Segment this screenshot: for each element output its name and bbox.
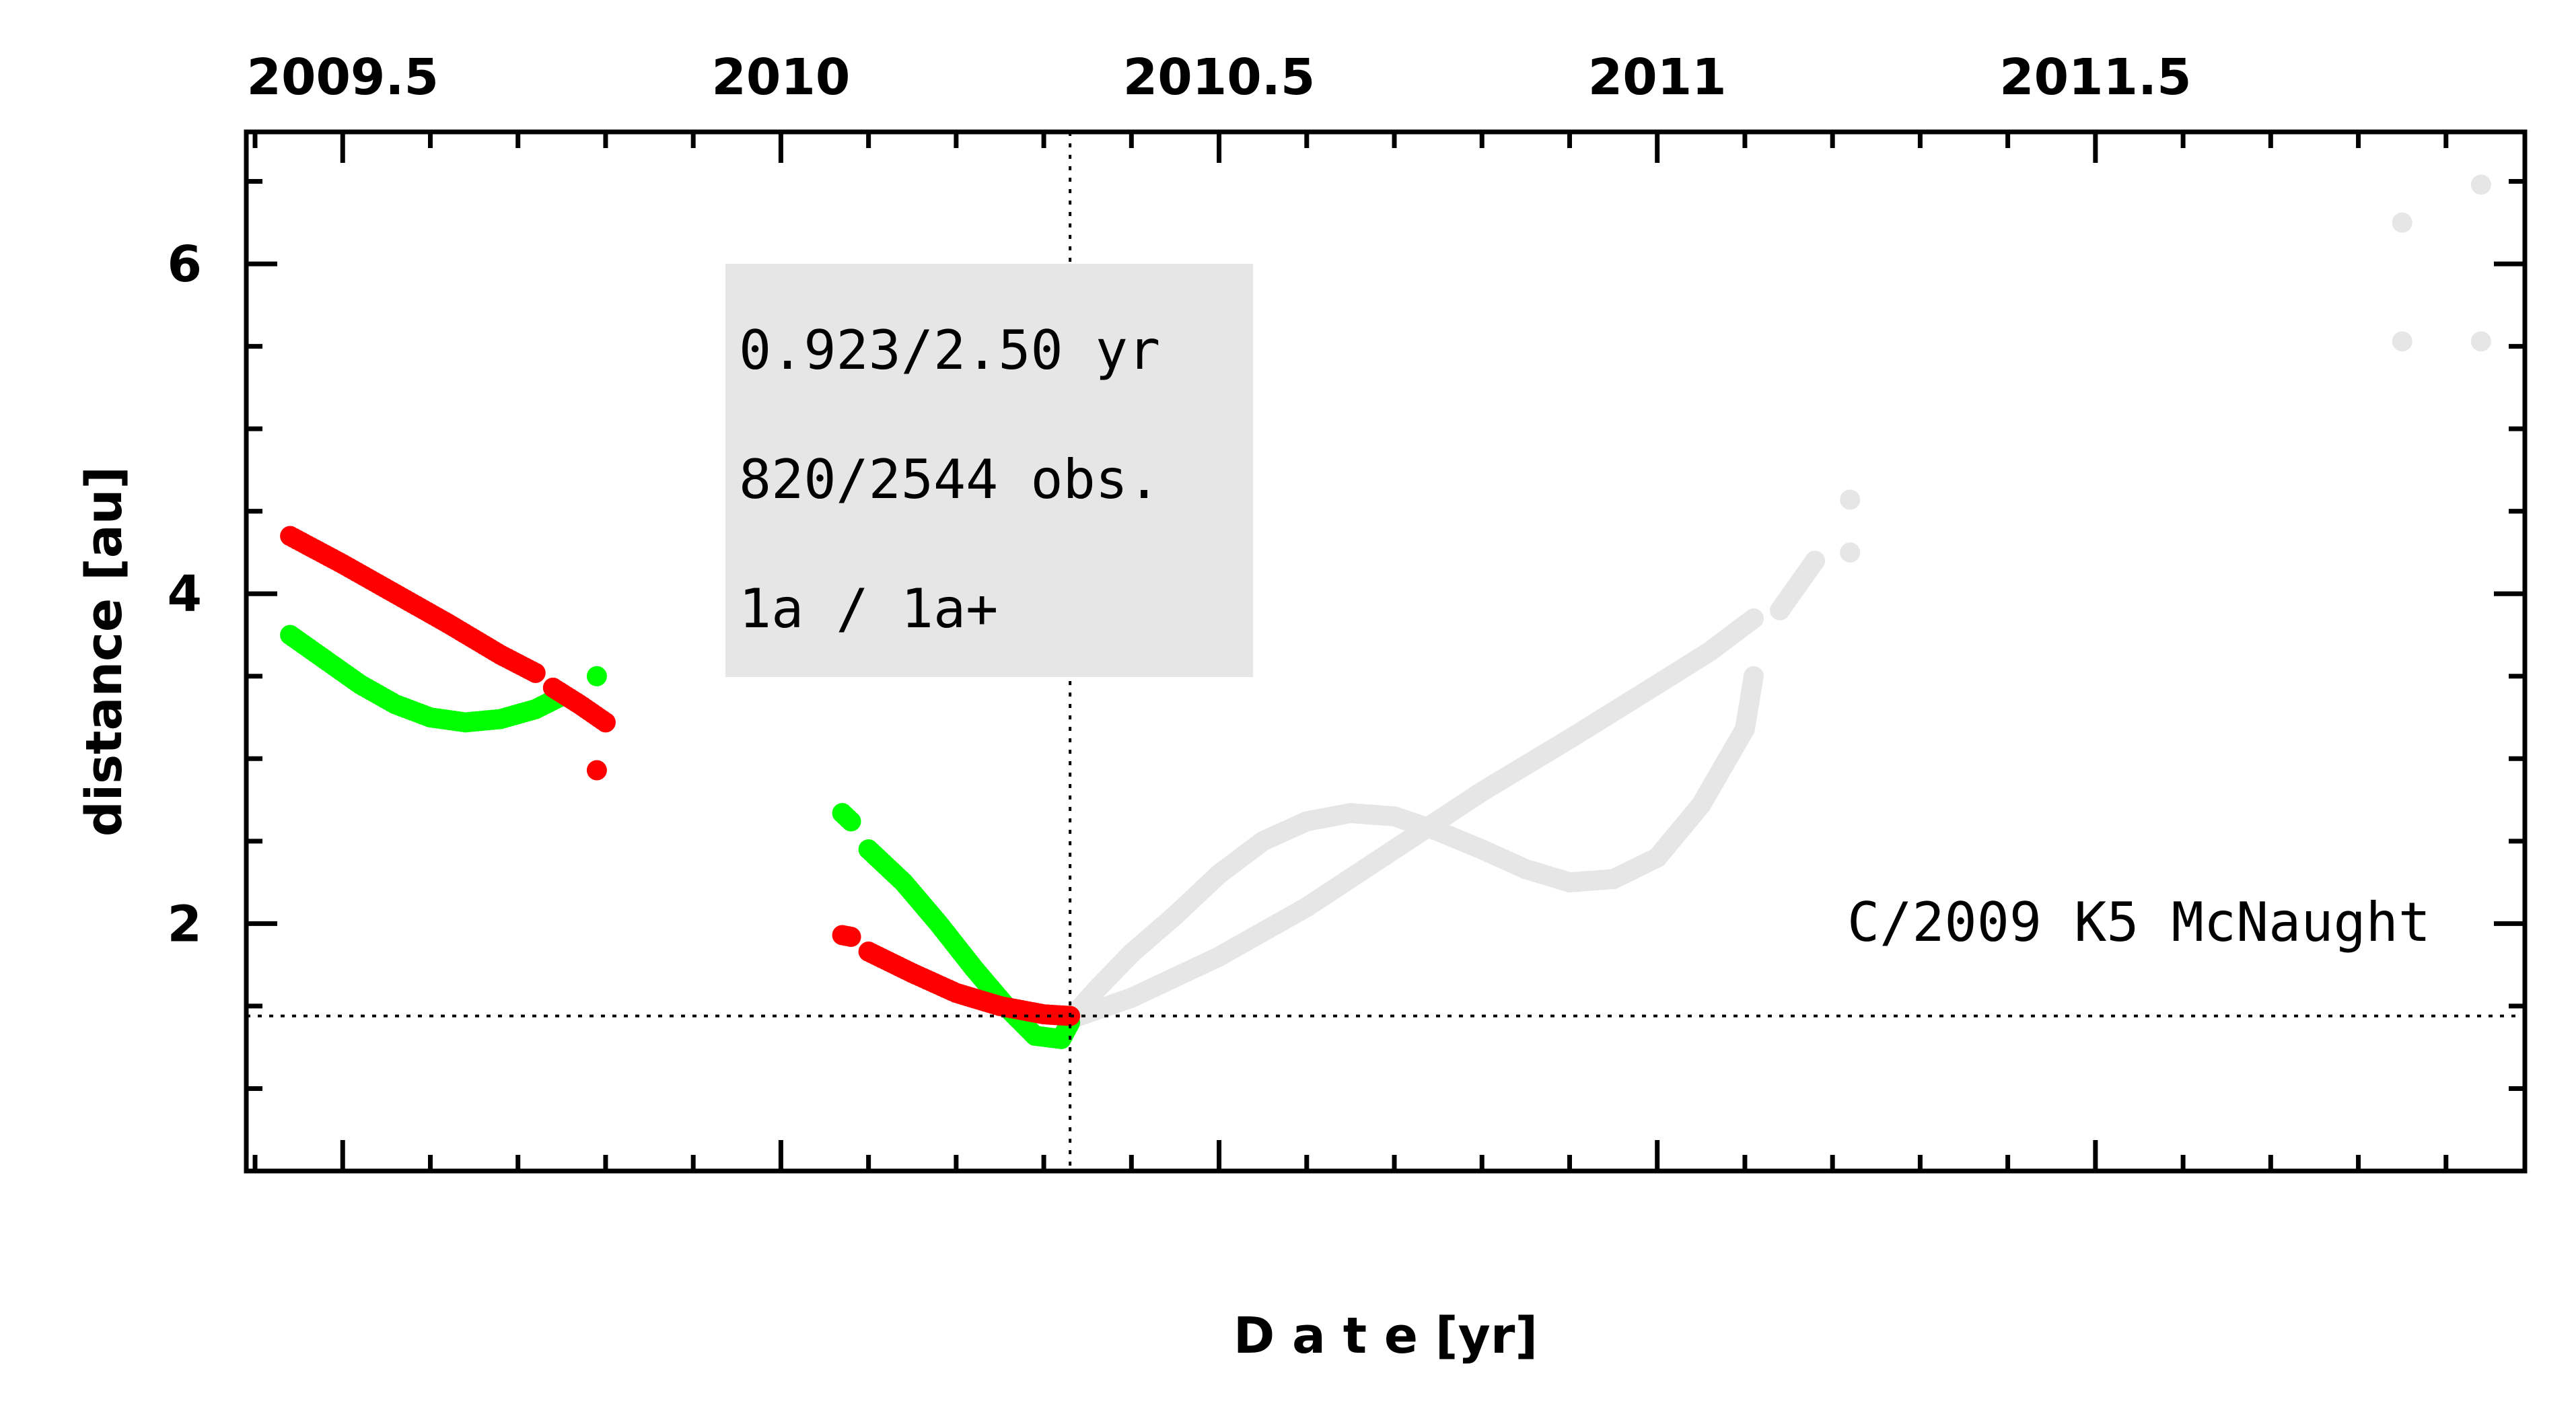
x-tick-label: 2011.5 xyxy=(1999,48,2192,106)
data-points xyxy=(280,174,2491,1049)
axis-ticks xyxy=(246,132,2525,1174)
info-observations: 820/2544 obs. xyxy=(739,448,1160,511)
x-axis-title: D a t e [yr] xyxy=(1233,1307,1538,1365)
y-tick-label: 6 xyxy=(168,236,203,293)
data-point xyxy=(595,712,616,733)
x-tick-label: 2010 xyxy=(711,48,850,106)
y-tick-label: 4 xyxy=(168,565,203,623)
y-axis-title: distance [au] xyxy=(75,466,133,837)
x-tick-label: 2010.5 xyxy=(1123,48,1316,106)
x-tick-label: 2009.5 xyxy=(246,48,439,106)
data-point xyxy=(1805,551,1826,571)
data-point xyxy=(2392,331,2412,352)
series-gray xyxy=(1060,174,2491,1030)
data-point xyxy=(2392,212,2412,233)
object-label: C/2009 K5 McNaught xyxy=(1847,891,2431,954)
data-point xyxy=(840,926,861,947)
data-point xyxy=(1743,666,1764,686)
data-point xyxy=(586,760,607,781)
data-point xyxy=(2470,331,2491,352)
info-box: 0.923/2.50 yr 820/2544 obs. 1a / 1a+ xyxy=(725,264,1253,677)
y-tick-label: 2 xyxy=(168,895,203,953)
tick-labels: 2009.5 2010 2010.5 2011 2011.5 2 4 6 xyxy=(168,48,2192,953)
info-quality: 1a / 1a+ xyxy=(739,577,998,640)
data-point xyxy=(586,666,607,686)
data-point xyxy=(525,662,546,683)
info-box-background xyxy=(725,264,1253,677)
info-period: 0.923/2.50 yr xyxy=(739,319,1160,382)
data-point xyxy=(840,811,861,832)
plot-frame xyxy=(244,129,2528,1174)
data-point xyxy=(1840,542,1861,563)
data-point xyxy=(2470,174,2491,195)
data-point xyxy=(1840,489,1861,510)
series-red xyxy=(280,526,1081,1026)
x-tick-label: 2011 xyxy=(1588,48,1727,106)
data-point xyxy=(1743,608,1764,629)
reference-lines xyxy=(246,132,2525,1171)
